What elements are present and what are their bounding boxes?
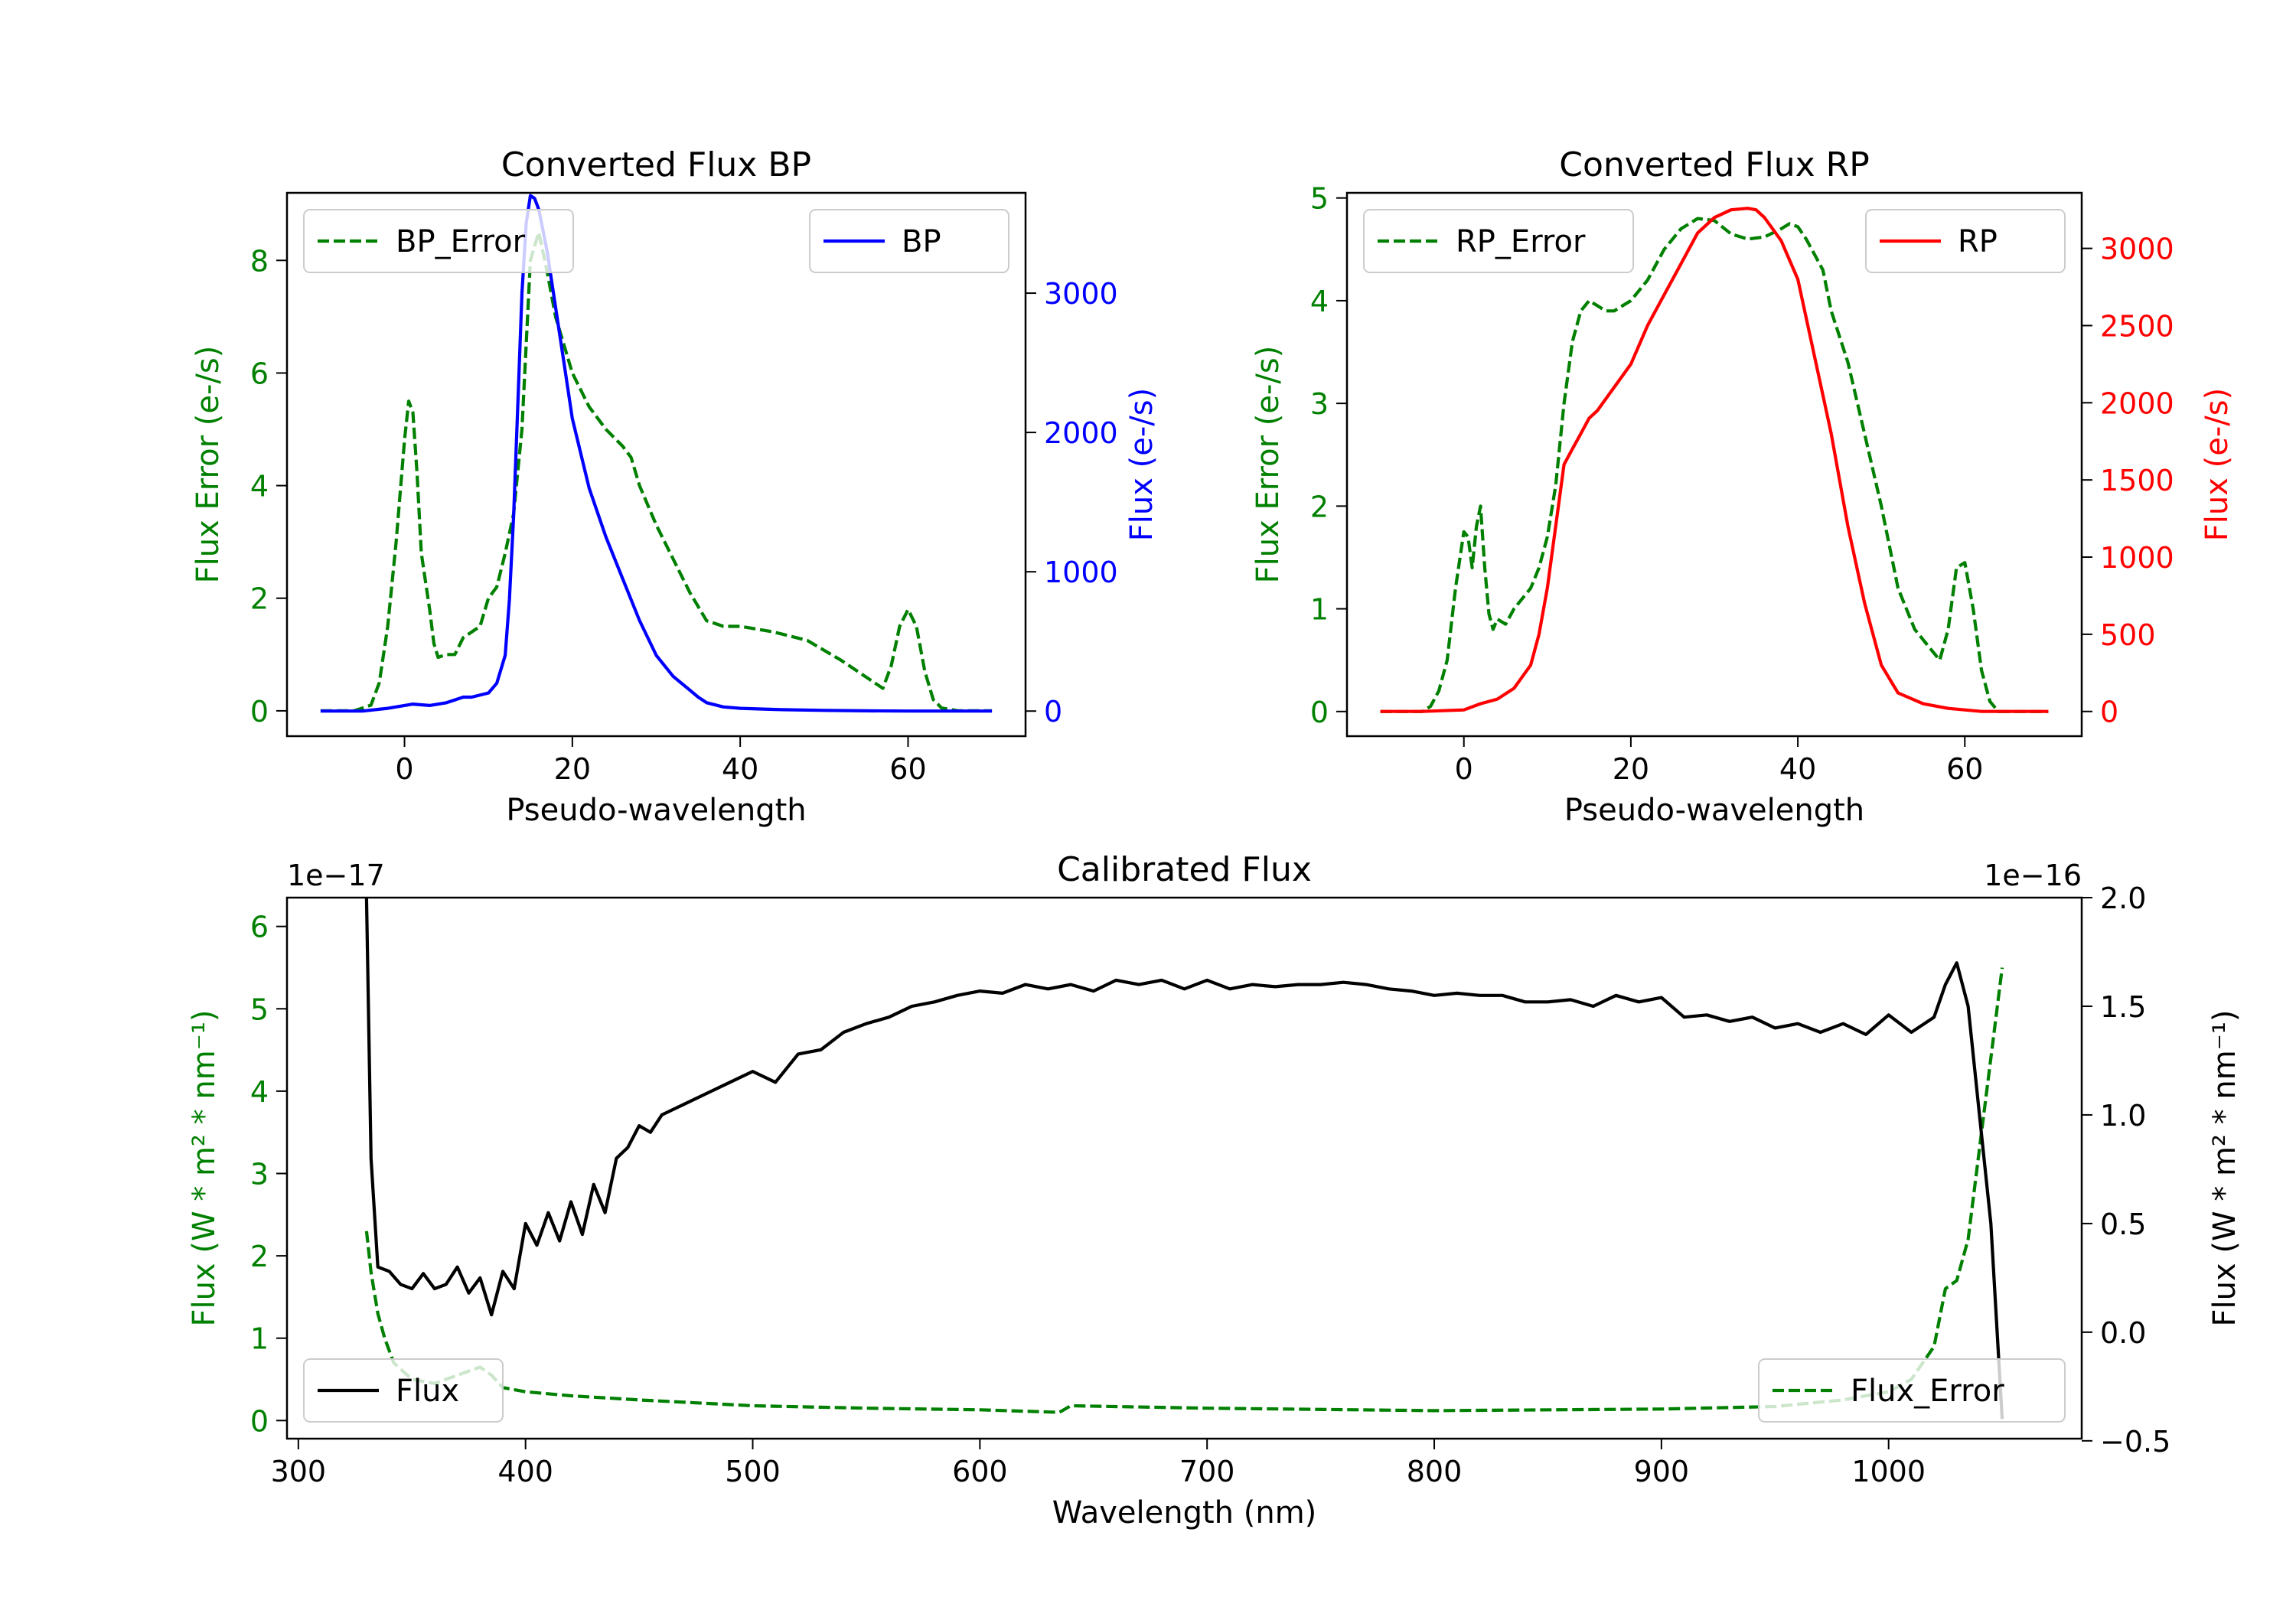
right-y-tick-label: 2000 xyxy=(1044,416,1118,450)
right-y-tick-label: 0 xyxy=(1044,695,1062,729)
right-y-tick-label: 2000 xyxy=(2100,386,2174,420)
right-y-tick-label: 0 xyxy=(2100,696,2118,729)
legend-rp: RP xyxy=(1865,209,2066,273)
legend-label: RP_Error xyxy=(1456,224,1586,259)
legend-box xyxy=(303,209,574,273)
right-y-tick-label: 1500 xyxy=(2100,464,2174,497)
x-tick-label: 40 xyxy=(1779,752,1816,786)
left-y-axis-label: Flux (W * m² * nm⁻¹) xyxy=(187,1010,222,1327)
chart-panel-3: 300 400 500 600 700 800 900 1000 0 1 2 3 4 5 6 −0.5 0.0 0… xyxy=(187,850,2242,1530)
x-tick-label: 20 xyxy=(554,752,591,786)
right-y-tick-label: 1.5 xyxy=(2100,990,2146,1024)
series-line-flux xyxy=(364,897,2004,1420)
right-y-tick-label: 500 xyxy=(2100,618,2156,652)
right-y-tick-label: 1000 xyxy=(2100,541,2174,575)
x-axis-label: Wavelength (nm) xyxy=(1052,1495,1317,1530)
right-y-tick-label: 3000 xyxy=(2100,233,2174,266)
left-y-tick-label: 2 xyxy=(250,1240,269,1273)
right-y-tick-label: 1000 xyxy=(1044,556,1118,589)
left-y-tick-label: 2 xyxy=(250,582,269,616)
legend-label: BP_Error xyxy=(396,224,526,259)
x-tick-label: 40 xyxy=(722,752,758,786)
right-y-tick-label: −0.5 xyxy=(2100,1425,2170,1459)
chart-panel-2: 0 20 40 60 0 1 2 3 4 5 0 500 1000 1500 2000 2500 3000 Con… xyxy=(1251,145,2235,828)
legend-label: RP xyxy=(1958,224,1998,259)
right-y-tick-label: 2500 xyxy=(2100,309,2174,343)
legend-bp-error: BP_Error xyxy=(303,209,574,273)
legend-bp: BP xyxy=(809,209,1009,273)
x-tick-label: 60 xyxy=(1946,752,1983,786)
series-line-rp-error xyxy=(1380,217,2049,713)
right-y-tick-label: 0.0 xyxy=(2100,1316,2146,1350)
left-y-axis-label: Flux Error (e-/s) xyxy=(191,346,226,584)
x-tick-label: 0 xyxy=(1455,752,1473,786)
legend-box xyxy=(1758,1358,2066,1423)
right-y-axis-label: Flux (W * m² * nm⁻¹) xyxy=(2207,1010,2242,1327)
left-y-axis-label: Flux Error (e-/s) xyxy=(1251,346,1286,584)
plot-frame xyxy=(1345,191,2083,738)
left-y-tick-label: 5 xyxy=(1310,182,1329,216)
right-y-tick-label: 3000 xyxy=(1044,277,1118,311)
left-y-tick-label: 3 xyxy=(250,1157,269,1191)
chart-title: Converted Flux BP xyxy=(501,145,811,184)
left-y-tick-label: 1 xyxy=(1310,593,1329,627)
right-y-tick-label: 1.0 xyxy=(2100,1099,2146,1133)
x-tick-label: 20 xyxy=(1613,752,1649,786)
right-y-tick-label: 0.5 xyxy=(2100,1208,2146,1241)
left-y-tick-label: 8 xyxy=(250,244,269,278)
left-y-tick-label: 5 xyxy=(250,993,269,1026)
right-axis-offset: 1e−16 xyxy=(1984,859,2082,892)
series-line-flux-error xyxy=(364,967,2004,1414)
x-tick-label: 400 xyxy=(497,1455,553,1488)
chart-title: Converted Flux RP xyxy=(1559,145,1870,184)
x-tick-label: 500 xyxy=(725,1455,781,1488)
left-y-tick-label: 0 xyxy=(250,695,269,729)
left-y-tick-label: 0 xyxy=(1310,696,1329,729)
chart-title: Calibrated Flux xyxy=(1057,850,1312,889)
legend-label: BP xyxy=(902,224,941,259)
x-tick-label: 0 xyxy=(395,752,413,786)
legend-label: Flux xyxy=(396,1374,459,1409)
left-y-tick-label: 6 xyxy=(250,357,269,390)
plot-frame xyxy=(285,191,1027,738)
plot-frame xyxy=(285,896,2083,1440)
x-tick-label: 800 xyxy=(1407,1455,1463,1488)
legend-box xyxy=(1363,209,1634,273)
left-y-tick-label: 2 xyxy=(1310,490,1329,523)
left-y-tick-label: 6 xyxy=(250,911,269,944)
right-y-tick-label: 2.0 xyxy=(2100,882,2146,915)
left-y-tick-label: 4 xyxy=(250,470,269,504)
x-tick-label: 600 xyxy=(952,1455,1008,1488)
x-tick-label: 700 xyxy=(1179,1455,1235,1488)
x-tick-label: 900 xyxy=(1634,1455,1690,1488)
legend-flux-error: Flux_Error xyxy=(1758,1358,2066,1423)
left-y-tick-label: 4 xyxy=(250,1075,269,1109)
left-y-tick-label: 3 xyxy=(1310,387,1329,421)
series-line-rp xyxy=(1380,207,2049,713)
legend-label: Flux_Error xyxy=(1851,1374,2004,1409)
x-axis-label: Pseudo-wavelength xyxy=(1564,793,1864,828)
legend-box xyxy=(1865,209,2066,273)
legend-flux: Flux xyxy=(303,1358,504,1423)
legend-box xyxy=(303,1358,504,1423)
x-tick-label: 1000 xyxy=(1851,1455,1926,1488)
left-y-tick-label: 4 xyxy=(1310,285,1329,318)
series-line-bp-error xyxy=(320,230,993,713)
left-y-tick-label: 0 xyxy=(250,1404,269,1438)
x-tick-label: 300 xyxy=(271,1455,327,1488)
x-tick-label: 60 xyxy=(889,752,926,786)
legend-box xyxy=(809,209,1009,273)
x-axis-label: Pseudo-wavelength xyxy=(506,793,806,828)
right-y-axis-label: Flux (e-/s) xyxy=(1124,388,1159,541)
right-y-axis-label: Flux (e-/s) xyxy=(2200,388,2235,541)
left-axis-offset: 1e−17 xyxy=(287,859,385,892)
chart-panel-1: 0 20 40 60 0 2 4 6 8 0 1000 2000 3000 Converted Flux … xyxy=(191,145,1159,828)
left-y-tick-label: 1 xyxy=(250,1322,269,1356)
legend-rp-error: RP_Error xyxy=(1363,209,1634,273)
